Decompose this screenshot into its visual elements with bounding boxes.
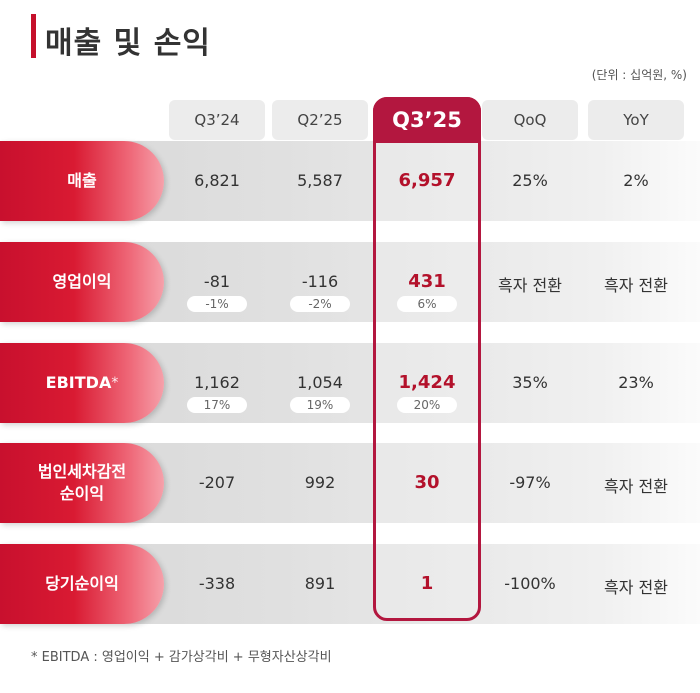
table-cell: -97% (509, 473, 551, 492)
margin-badge: 17% (187, 397, 247, 413)
column-header: Q2’25 (272, 100, 368, 140)
table-cell: 흑자 전환 (604, 578, 668, 597)
row-label-text: 법인세차감전 순이익 (37, 462, 127, 503)
column-header: QoQ (482, 100, 578, 140)
table-cell: 1,054 (297, 373, 343, 392)
footnote: * EBITDA : 영업이익 + 감가상각비 + 무형자산상각비 (31, 650, 332, 665)
highlight-column-frame (373, 97, 481, 621)
table-cell: 1,424 (398, 372, 456, 393)
table-cell: 25% (512, 171, 548, 190)
table-cell: -207 (198, 473, 236, 492)
row-label-text: 당기순이익 (45, 574, 119, 594)
column-header: Q3’24 (169, 100, 265, 140)
table-cell: -81 (203, 272, 231, 291)
table-cell: 891 (304, 574, 336, 593)
table-cell: 1 (420, 573, 434, 594)
table-cell: 흑자 전환 (604, 276, 668, 295)
column-header-highlighted: Q3’25 (373, 97, 481, 143)
table-cell: 1,162 (194, 373, 240, 392)
table-cell: 23% (618, 373, 654, 392)
margin-badge: 19% (290, 397, 350, 413)
table-cell: 6,957 (398, 170, 456, 191)
table-cell: 992 (304, 473, 336, 492)
row-label: EBITDA * (0, 343, 164, 423)
title-accent-bar (31, 14, 36, 58)
table-cell: -116 (301, 272, 339, 291)
row-label: 영업이익 (0, 242, 164, 322)
row-label: 법인세차감전 순이익 (0, 443, 164, 523)
table-cell: 흑자 전환 (498, 276, 562, 295)
column-header: YoY (588, 100, 684, 140)
table-cell: 6,821 (194, 171, 240, 190)
margin-badge: 6% (397, 296, 457, 312)
unit-note: (단위 : 십억원, %) (591, 68, 687, 82)
table-cell: 30 (414, 472, 440, 493)
row-label-text: 영업이익 (52, 272, 112, 292)
footnote-marker: * (111, 374, 119, 391)
table-cell: -338 (198, 574, 236, 593)
table-cell: 5,587 (297, 171, 343, 190)
table-cell: 431 (408, 271, 446, 292)
page-title: 매출 및 손익 (45, 26, 211, 61)
margin-badge: -2% (290, 296, 350, 312)
row-label: 매출 (0, 141, 164, 221)
table-cell: 2% (623, 171, 649, 190)
table-cell: 35% (512, 373, 548, 392)
margin-badge: -1% (187, 296, 247, 312)
row-label-text: EBITDA (45, 373, 112, 393)
row-label: 당기순이익 (0, 544, 164, 624)
table-cell: 흑자 전환 (604, 477, 668, 496)
table-cell: -100% (504, 574, 556, 593)
row-label-text: 매출 (67, 171, 97, 191)
margin-badge: 20% (397, 397, 457, 413)
